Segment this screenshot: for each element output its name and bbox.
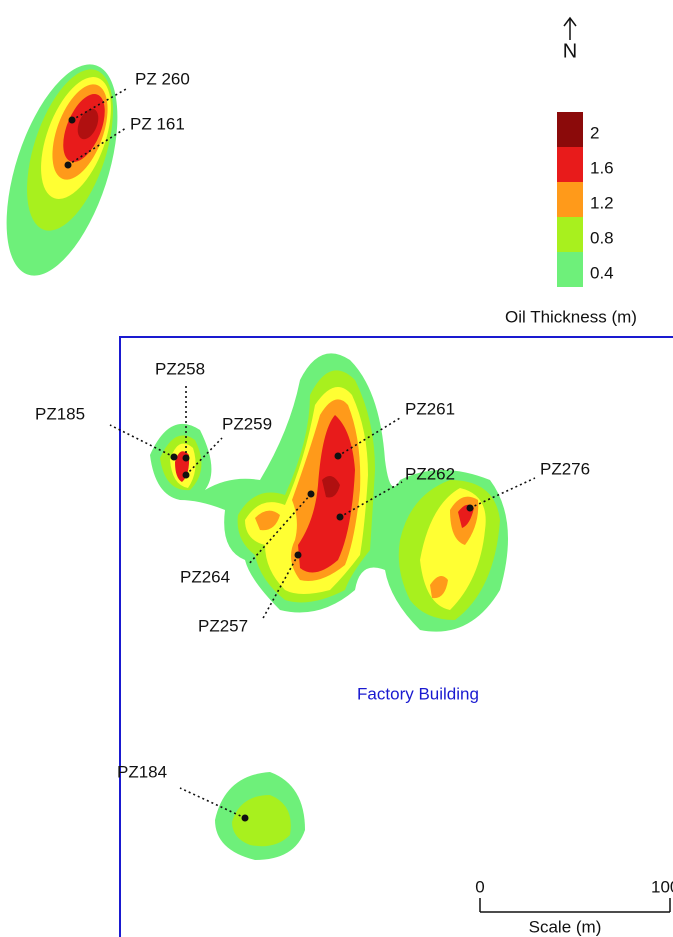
contour-central	[150, 353, 508, 632]
leader-line	[67, 127, 127, 166]
well-label: PZ 260	[135, 69, 190, 88]
well-point	[170, 453, 178, 461]
well-point	[241, 814, 249, 822]
well-point	[334, 452, 342, 460]
legend-label: 0.4	[590, 263, 614, 282]
well-point	[182, 454, 190, 462]
well-label: PZ184	[117, 762, 167, 781]
well-label: PZ185	[35, 404, 85, 423]
scale-tick: 100	[651, 877, 673, 896]
leader-line	[179, 787, 246, 819]
leader-line	[247, 493, 312, 566]
legend-swatch	[557, 217, 583, 252]
north-label: N	[563, 40, 577, 62]
north-arrow	[563, 16, 577, 40]
legend-swatch	[557, 252, 583, 287]
legend-label: 0.8	[590, 228, 614, 247]
leader-line	[337, 417, 401, 457]
well-point	[64, 161, 72, 169]
leader-line	[109, 424, 175, 458]
well-label: PZ262	[405, 464, 455, 483]
scale-bar	[479, 898, 671, 913]
well-label: PZ258	[155, 359, 205, 378]
well-label: PZ259	[222, 414, 272, 433]
leader-line	[469, 477, 536, 509]
well-point	[68, 116, 76, 124]
legend-swatch	[557, 112, 583, 147]
contour-north	[6, 64, 118, 276]
legend-label: 1.2	[590, 193, 614, 212]
well-point	[466, 504, 474, 512]
leader-line	[339, 481, 403, 518]
well-label: PZ261	[405, 399, 455, 418]
well-label: PZ 161	[130, 114, 185, 133]
legend-label: 2	[590, 123, 599, 142]
contour-south	[215, 772, 305, 860]
leader-line	[71, 87, 129, 121]
well-label: PZ276	[540, 459, 590, 478]
well-point	[336, 513, 344, 521]
well-point	[294, 551, 302, 559]
legend-swatch	[557, 147, 583, 182]
legend-label: 1.6	[590, 158, 614, 177]
legend-title: Oil Thickness (m)	[505, 307, 637, 326]
legend-swatch	[557, 182, 583, 217]
well-point	[307, 490, 315, 498]
building-label: Factory Building	[357, 684, 479, 703]
well-label: PZ257	[198, 616, 248, 635]
well-label: PZ264	[180, 567, 230, 586]
well-point	[182, 471, 190, 479]
scale-title: Scale (m)	[529, 917, 602, 936]
building-outline	[119, 336, 673, 937]
leader-line	[185, 437, 223, 476]
scale-tick: 0	[475, 877, 484, 896]
leader-line	[261, 554, 299, 621]
